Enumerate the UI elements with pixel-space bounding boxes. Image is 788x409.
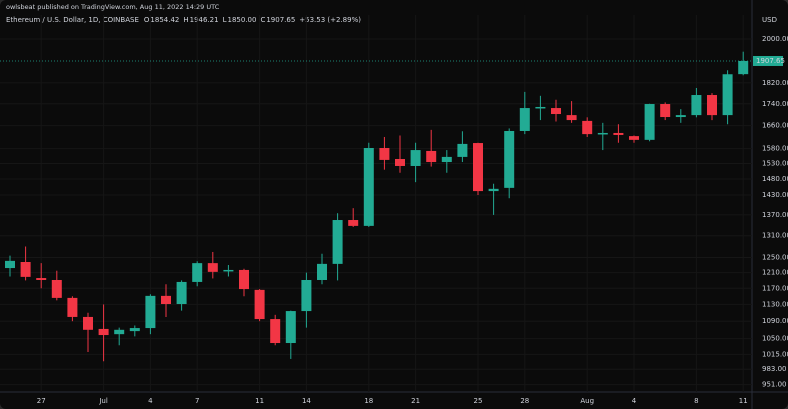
candle-body [332, 220, 343, 264]
candle-body [51, 279, 62, 298]
x-tick-label: 11 [255, 397, 264, 405]
x-tick-label: 14 [302, 397, 311, 405]
candle-body [660, 104, 671, 118]
y-tick-label: 1820.00 [762, 79, 788, 87]
candle-body [285, 311, 296, 344]
candle-body [629, 136, 639, 140]
candle-body [488, 188, 499, 192]
candle-body [20, 261, 31, 277]
y-tick-label: 1480.00 [762, 175, 788, 183]
candle-body [473, 143, 483, 192]
x-tick-label: 18 [364, 397, 373, 405]
change: +53.53 (+2.89%) [299, 16, 361, 24]
y-tick-label: 1250.00 [762, 254, 788, 262]
candle-body [192, 263, 203, 282]
x-tick-label: 21 [411, 397, 420, 405]
candle-body [426, 150, 437, 163]
candle-body [644, 104, 655, 140]
x-tick-label: 27 [37, 397, 46, 405]
candle-body [348, 220, 359, 226]
candle-body [129, 328, 140, 332]
x-tick-label: 8 [694, 397, 698, 405]
x-tick-label: Jul [98, 397, 108, 405]
y-tick-label: 1210.00 [762, 269, 788, 277]
x-tick-label: 25 [474, 397, 483, 405]
candle-body [535, 106, 546, 109]
candle-body [207, 263, 218, 272]
ohlc-label: H [183, 16, 188, 24]
candle-body [254, 289, 265, 320]
x-tick-label: Aug [580, 397, 594, 405]
ohlc-label: C [260, 16, 265, 24]
x-tick-label: 11 [739, 397, 748, 405]
ohlc-value: 1946.21 [190, 16, 219, 24]
candle-body [566, 115, 577, 121]
chart-title: Ethereum / U.S. Dollar, 1D, COINBASE [6, 16, 139, 24]
candle-body [98, 328, 109, 336]
candle-body [504, 130, 515, 188]
y-tick-label: 1740.00 [762, 100, 788, 108]
y-tick-label: 1130.00 [762, 300, 788, 308]
candle-body [176, 281, 187, 305]
ohlc-value: 1854.42 [150, 16, 179, 24]
candle-body [301, 279, 312, 312]
candle-body [613, 132, 624, 135]
x-tick-label: 28 [520, 397, 529, 405]
candle-body [551, 108, 561, 115]
candle-body [410, 150, 421, 166]
candle-body [738, 60, 749, 75]
last-price-label: 1907.65 [756, 57, 785, 65]
y-axis-unit: USD [762, 16, 777, 24]
y-tick-label: 1370.00 [762, 211, 788, 219]
candle-body [519, 108, 530, 131]
candle-body [145, 295, 156, 329]
y-tick-label: 1015.00 [762, 350, 788, 358]
candle-body [441, 156, 452, 163]
y-tick-label: 951.00 [762, 381, 787, 389]
y-tick-label: 1660.00 [762, 122, 788, 130]
y-tick-label: 1310.00 [762, 232, 788, 240]
candle-body [379, 148, 390, 160]
y-tick-label: 1530.00 [762, 160, 788, 168]
y-tick-label: 1580.00 [762, 145, 788, 153]
candle-body [691, 95, 702, 116]
y-tick-label: 2000.00 [762, 35, 788, 43]
candle-body [597, 132, 608, 135]
candle-body [582, 120, 593, 135]
y-tick-label: 1090.00 [762, 317, 788, 325]
byline: owlsbeat published on TradingView.com, A… [6, 3, 220, 11]
candle-body [395, 159, 405, 166]
candle-body [707, 95, 717, 116]
candle-body [5, 260, 15, 269]
candle-body [363, 148, 374, 226]
last-price-box [753, 55, 783, 66]
candle-body [270, 319, 281, 344]
candle-body [722, 74, 733, 116]
candle-body [223, 269, 234, 272]
ohlc-value: 1907.65 [266, 16, 295, 24]
candle-body [67, 297, 78, 317]
y-tick-label: 1430.00 [762, 191, 788, 199]
candle-body [239, 269, 249, 290]
candle-body [317, 263, 327, 280]
candle-body [114, 329, 125, 335]
candle-body [83, 316, 93, 330]
y-tick-label: 1170.00 [762, 284, 788, 292]
y-tick-label: 1050.00 [762, 335, 788, 343]
x-tick-label: 7 [195, 397, 199, 405]
y-tick-label: 983.00 [762, 365, 787, 373]
candle-body [36, 278, 47, 280]
x-tick-label: 4 [148, 397, 153, 405]
candle-body [161, 295, 171, 305]
candle-body [675, 115, 686, 118]
ohlc-label: O [144, 16, 150, 24]
candle-body [457, 143, 468, 157]
ohlc-label: L [223, 16, 227, 24]
x-tick-label: 4 [632, 397, 637, 405]
ohlc-value: 1850.00 [227, 16, 256, 24]
